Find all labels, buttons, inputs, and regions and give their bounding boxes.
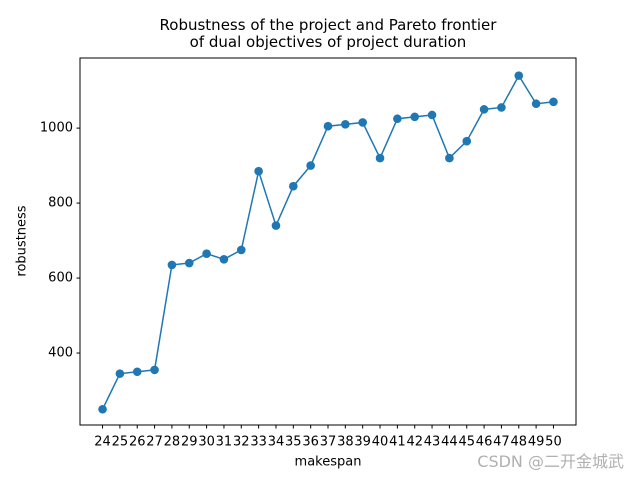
x-tick-label: 33 (250, 435, 267, 450)
chart-title: Robustness of the project and Pareto fro… (159, 16, 497, 51)
marker (410, 112, 420, 122)
marker (531, 99, 541, 109)
marker (115, 369, 125, 378)
marker (132, 367, 142, 377)
marker (445, 153, 454, 163)
x-tick-label: 42 (406, 435, 423, 450)
marker (98, 404, 107, 414)
x-tick-label: 40 (372, 435, 389, 450)
marker (202, 249, 211, 258)
y-tick-label: 800 (48, 196, 73, 211)
x-tick-label: 47 (493, 435, 510, 450)
x-tick-label: 28 (164, 435, 181, 450)
x-tick-label: 26 (129, 435, 146, 450)
x-tick-label: 27 (146, 435, 163, 450)
marker (254, 166, 263, 176)
x-tick-label: 46 (476, 435, 493, 450)
y-tick-label: 1000 (40, 121, 73, 136)
marker (514, 71, 524, 80)
y-tick-label: 400 (48, 346, 73, 361)
marker (236, 245, 246, 255)
marker (427, 110, 437, 120)
marker (462, 136, 472, 146)
x-tick-label: 41 (389, 435, 406, 450)
marker (289, 181, 298, 191)
x-tick-label: 34 (268, 435, 285, 450)
x-tick-label: 48 (510, 435, 527, 450)
marker (341, 120, 350, 129)
x-tick-label: 37 (320, 435, 337, 450)
x-tick-label: 36 (302, 435, 319, 450)
marker (271, 221, 281, 230)
marker (150, 365, 159, 375)
x-tick-label: 25 (112, 435, 129, 450)
x-tick-label: 29 (181, 435, 198, 450)
x-tick-label: 43 (424, 435, 441, 450)
marker (167, 260, 177, 270)
x-tick-label: 49 (528, 435, 545, 450)
x-tick-label: 45 (458, 435, 475, 450)
watermark: CSDN @二开金城武 (477, 452, 624, 471)
marker (479, 105, 489, 114)
marker (219, 255, 229, 264)
x-tick-label: 39 (354, 435, 371, 450)
x-tick-label: 38 (337, 435, 354, 450)
marker (358, 118, 367, 127)
marker (306, 161, 315, 170)
marker (393, 114, 402, 124)
marker (549, 97, 558, 107)
marker (323, 121, 333, 131)
marker (184, 258, 194, 268)
x-tick-label: 44 (441, 435, 458, 450)
marker (497, 103, 506, 112)
x-tick-label: 35 (285, 435, 302, 450)
x-tick-label: 31 (216, 435, 233, 450)
x-tick-label: 32 (233, 435, 250, 450)
x-axis-label: makespan (295, 455, 362, 470)
x-tick-label: 24 (94, 435, 111, 450)
y-axis-label: robustness (15, 205, 30, 276)
x-tick-label: 50 (545, 435, 562, 450)
x-tick-label: 30 (198, 435, 215, 450)
y-tick-label: 600 (48, 271, 73, 286)
marker (375, 153, 385, 163)
